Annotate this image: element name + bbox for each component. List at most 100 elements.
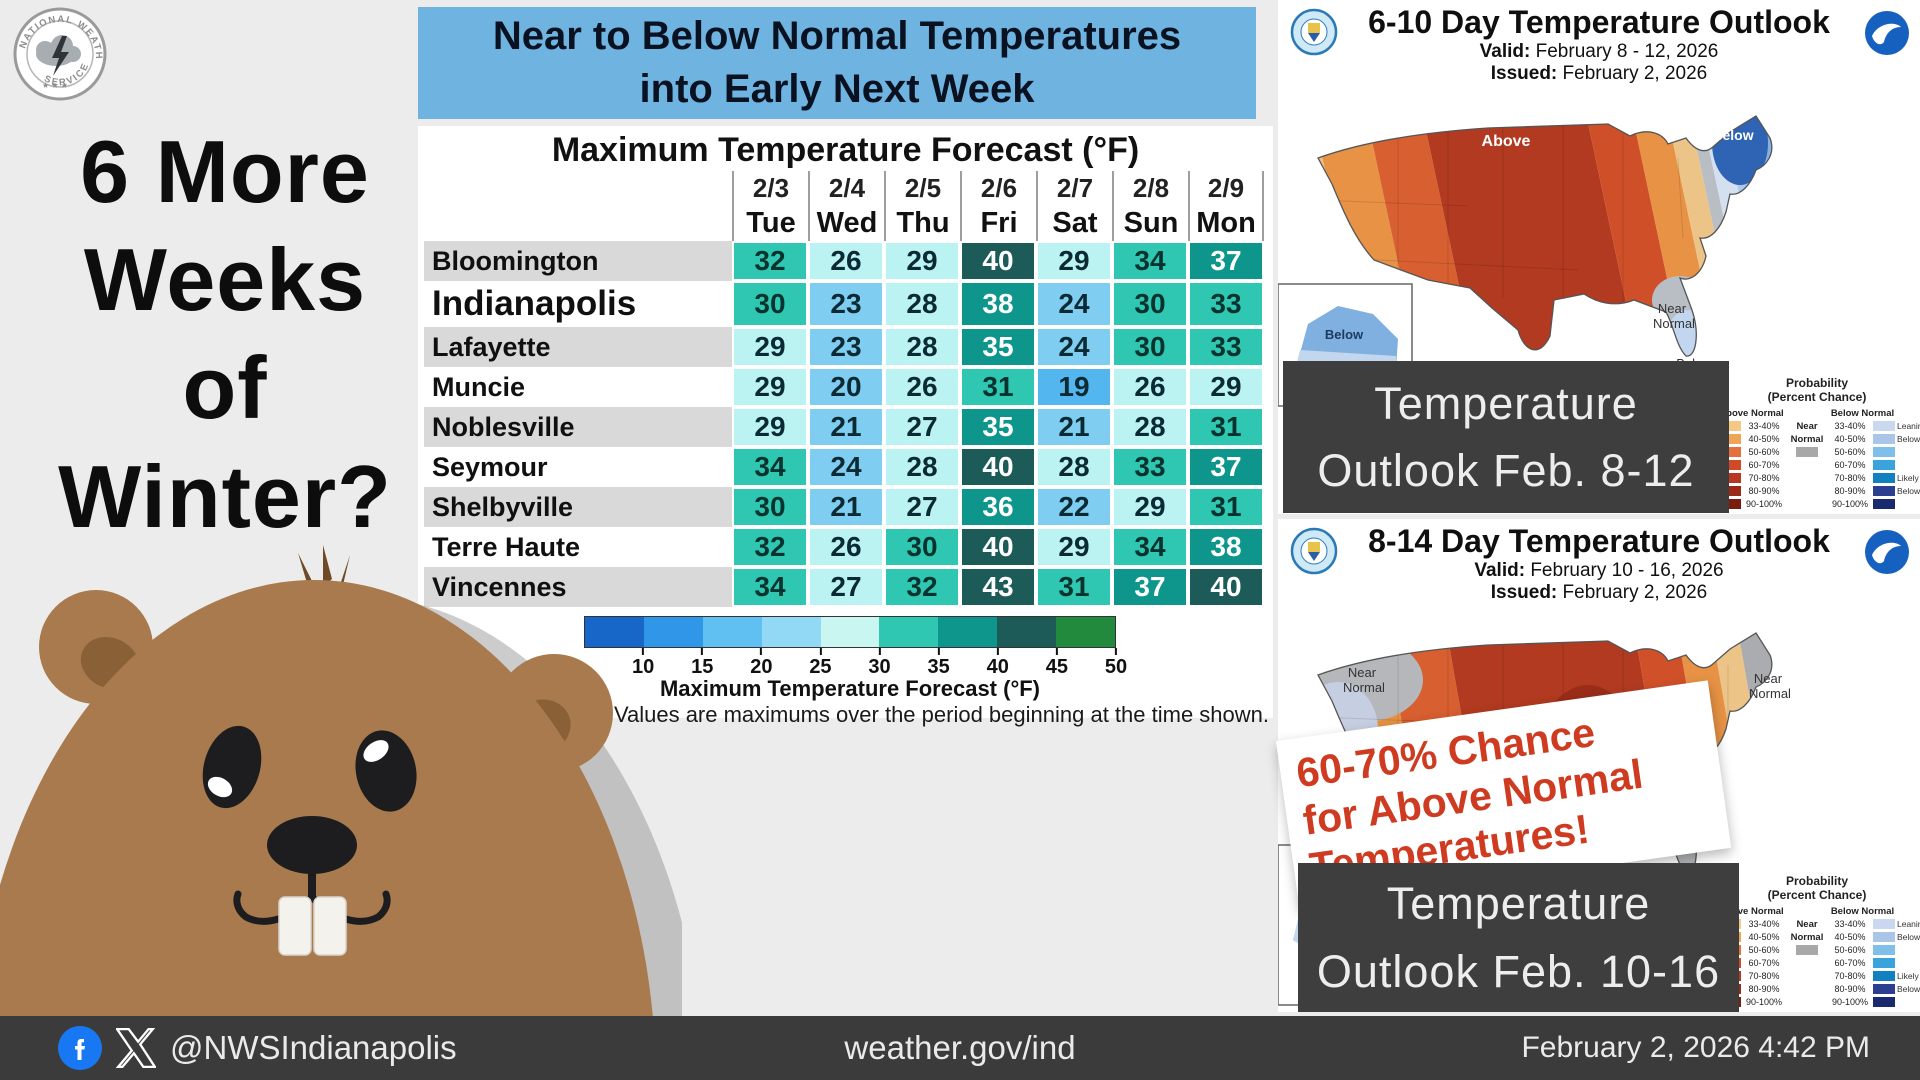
map1-header: 6-10 Day Temperature Outlook Valid: Febr… (1278, 0, 1920, 85)
column-date: 2/8 (1112, 171, 1188, 205)
temp-cell: 27 (884, 407, 960, 447)
map1-near-label2: Normal (1653, 316, 1695, 331)
legend-range: 90-100% (1745, 499, 1783, 509)
cpc-legend-1: Probability (Percent Chance) Above Normal B… (1718, 376, 1920, 510)
valid-label: Valid: (1479, 41, 1531, 62)
legend-below-swatch (1873, 932, 1895, 942)
city-label: Shelbyville (424, 487, 732, 527)
tick-value: 30 (868, 656, 891, 678)
column-day: Mon (1188, 205, 1264, 241)
map1-title: 6-10 Day Temperature Outlook (1368, 4, 1830, 40)
issued-label: Issued: (1490, 581, 1558, 603)
legend-subtitle: (Percent Chance) (1767, 390, 1867, 405)
legend-below-swatch (1873, 997, 1895, 1007)
issued-label: Issued: (1490, 62, 1558, 84)
temp-cell: 31 (1188, 487, 1264, 527)
temp-cell: 30 (732, 487, 808, 527)
legend-above-swatch (1719, 486, 1741, 496)
legend-subtitle: (Percent Chance) (1767, 888, 1867, 903)
legend-below-swatch (1873, 984, 1895, 994)
legend-title: Probability (1785, 874, 1848, 889)
legend-grid: Above Normal Below Normal 33-40% Near 33-40%… (1718, 905, 1920, 1008)
temp-cell: 32 (732, 241, 808, 281)
city-label: Vincennes (424, 567, 732, 607)
colorbar-gradient (584, 616, 1116, 648)
temp-cell: 31 (1188, 407, 1264, 447)
legend-near-label: Normal (1790, 931, 1824, 943)
banner-line1: Near to Below Normal Temperatures (492, 14, 1182, 59)
temp-cell: 28 (884, 327, 960, 367)
city-label: Noblesville (424, 407, 732, 447)
commerce-seal-icon (1290, 8, 1338, 56)
scale-segment (820, 617, 880, 647)
temp-cell: 31 (1036, 567, 1112, 607)
temp-cell: 28 (884, 281, 960, 327)
headline-line: 6 More (80, 122, 370, 221)
overlay2-line1: Temperature (1386, 878, 1651, 929)
footer-bar: @NWSIndianapolis weather.gov/ind Februar… (0, 1016, 1920, 1080)
temp-cell: 33 (1188, 327, 1264, 367)
temp-cell: 23 (808, 327, 884, 367)
forecast-table: 2/3 2/4 2/5 2/6 2/7 2/8 2/9 Tue Wed Thu Fri Sat Sun M… (424, 171, 1273, 607)
temp-cell: 29 (1036, 527, 1112, 567)
valid-value: February 10 - 16, 2026 (1530, 560, 1724, 581)
temp-cell: 37 (1112, 567, 1188, 607)
temp-cell: 32 (884, 567, 960, 607)
groundhog-eyes (202, 725, 417, 812)
temp-cell: 24 (808, 447, 884, 487)
city-label: Muncie (424, 367, 732, 407)
legend-above-swatch (1719, 434, 1741, 444)
column-date: 2/6 (960, 171, 1036, 205)
temp-cell: 40 (960, 527, 1036, 567)
legend-above-swatch (1719, 499, 1741, 509)
temp-cell: 23 (808, 281, 884, 327)
cpc-legend-2: Probability (Percent Chance) Above Normal B… (1718, 874, 1920, 1008)
column-date: 2/5 (884, 171, 960, 205)
city-label: Seymour (424, 447, 732, 487)
temp-cell: 21 (1036, 407, 1112, 447)
legend-range: 33-40% (1748, 919, 1780, 929)
city-label: Indianapolis (424, 281, 732, 327)
noaa-logo-icon (1865, 530, 1909, 574)
tick-value: 25 (809, 656, 832, 678)
footer-url: weather.gov/ind (844, 1029, 1076, 1066)
banner: Near to Below Normal Temperatures into E… (418, 7, 1256, 119)
map2-header: 8-14 Day Temperature Outlook Valid: Febr… (1278, 519, 1920, 604)
legend-below-swatch (1873, 958, 1895, 968)
column-day: Sun (1112, 205, 1188, 241)
tick-label: 25 (809, 648, 832, 679)
temp-cell: 33 (1112, 447, 1188, 487)
legend-below-header: Below Normal (1830, 905, 1895, 917)
groundhog-illustration (0, 545, 682, 1016)
map2-title: 8-14 Day Temperature Outlook (1368, 523, 1830, 559)
footer-datetime: February 2, 2026 4:42 PM (1521, 1031, 1870, 1064)
map-card-6-10-day: 6-10 Day Temperature Outlook Valid: Febr… (1278, 0, 1920, 514)
temp-cell: 21 (808, 407, 884, 447)
table-corner (424, 205, 732, 241)
legend-range: 70-80% (1834, 473, 1866, 483)
svg-text:★ ★ ★: ★ ★ ★ (42, 81, 68, 90)
temp-cell: 26 (884, 367, 960, 407)
social-handle: @NWSIndianapolis (170, 1029, 457, 1066)
legend-below-header: Below Normal (1830, 407, 1895, 419)
legend-title: Probability (1785, 376, 1848, 391)
legend-below-swatch (1873, 971, 1895, 981)
issued-value: February 2, 2026 (1562, 62, 1708, 84)
legend-range: 70-80% (1748, 473, 1780, 483)
scale-segment (1056, 617, 1116, 647)
noaa-logo-icon (1865, 11, 1909, 55)
legend-above-header: Above Normal (1719, 407, 1784, 419)
scale-segment (761, 617, 821, 647)
map2-near-nw-1: Near (1348, 665, 1377, 680)
legend-range: 40-50% (1834, 434, 1866, 444)
tick-label: 10 (632, 648, 654, 679)
temp-cell: 37 (1188, 447, 1264, 487)
issued-value: February 2, 2026 (1562, 581, 1708, 603)
legend-bracket: Below (1897, 434, 1920, 444)
legend-range: 90-100% (1831, 499, 1869, 509)
temp-cell: 24 (1036, 281, 1112, 327)
headline: 6 More Weeks of Winter? (20, 118, 430, 551)
temp-cell: 28 (884, 447, 960, 487)
legend-near-label: Normal (1790, 433, 1824, 445)
map2-near-nw-2: Normal (1343, 680, 1385, 695)
